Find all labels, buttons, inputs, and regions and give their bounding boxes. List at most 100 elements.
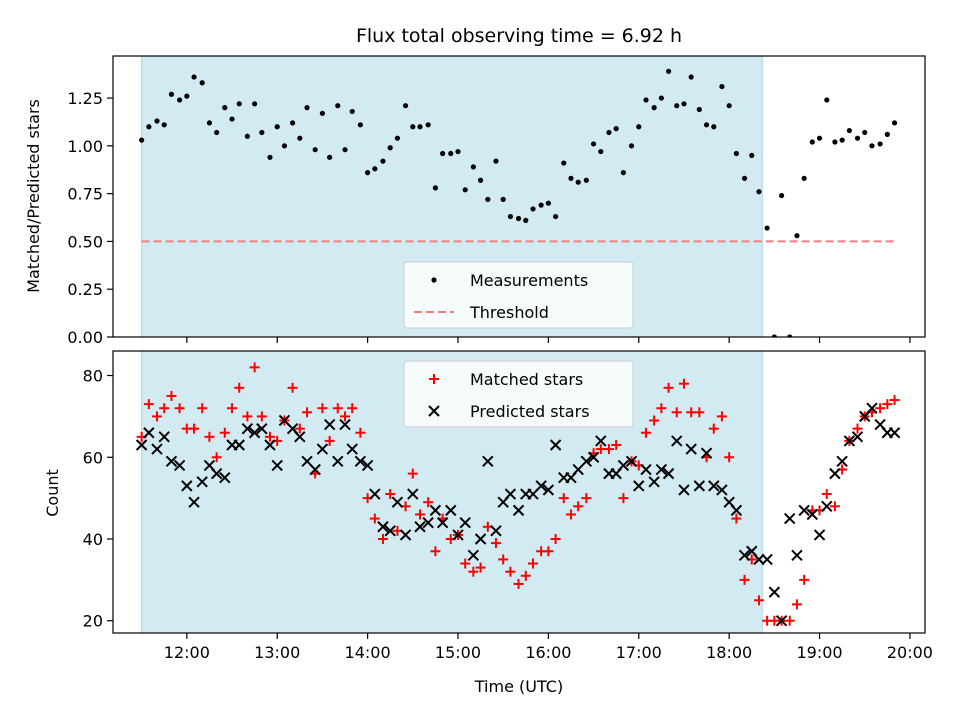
measurement-point <box>756 189 762 195</box>
matched-star-marker <box>347 403 358 414</box>
predicted-star-marker <box>210 467 223 480</box>
measurement-point <box>771 334 777 337</box>
matched-star-marker <box>287 382 298 393</box>
measurement-point <box>545 200 551 206</box>
measurement-point <box>891 120 898 126</box>
x-tick-label: 14:00 <box>345 643 391 662</box>
predicted-star-marker <box>384 525 396 537</box>
predicted-star-marker <box>700 447 713 459</box>
measurement-point <box>703 122 710 128</box>
y-tick-label: 80 <box>83 367 103 386</box>
matched-star-marker <box>573 501 584 512</box>
matched-star-marker <box>663 382 674 393</box>
measurement-point <box>628 143 635 149</box>
measurement-point <box>523 217 529 223</box>
predicted-star-marker <box>753 553 765 566</box>
measurement-point <box>719 83 725 90</box>
measurement-point <box>583 177 589 183</box>
measurement-point <box>530 206 536 212</box>
measurement-point <box>824 97 830 103</box>
matched-star-marker <box>821 489 832 500</box>
measurement-point <box>485 196 491 202</box>
predicted-star-marker <box>436 516 449 529</box>
matched-star-marker <box>678 378 689 389</box>
measurement-point <box>312 147 318 153</box>
measurement-point <box>681 101 687 107</box>
y-tick-label: 0.00 <box>67 328 103 347</box>
matched-star-marker <box>852 423 863 434</box>
predicted-star-marker <box>716 484 728 496</box>
measurement-point <box>161 122 167 128</box>
legend-label: Predicted stars <box>470 402 590 421</box>
measurement-point <box>794 233 800 239</box>
predicted-star-marker <box>617 459 630 472</box>
measurement-point <box>515 215 522 222</box>
matched-star-marker <box>543 546 554 557</box>
matched-star-marker <box>498 554 509 565</box>
measurement-point <box>816 135 823 141</box>
measurement-point <box>764 225 770 231</box>
measurement-point <box>425 122 431 128</box>
predicted-star-marker <box>482 455 494 468</box>
predicted-star-marker <box>173 459 186 472</box>
matched-star-marker <box>671 407 682 418</box>
y-tick-label: 60 <box>83 448 103 467</box>
measurement-point <box>613 126 619 132</box>
measurement-point <box>319 110 326 116</box>
predicted-star-marker <box>445 504 457 517</box>
measurement-point <box>327 154 333 160</box>
matched-star-marker <box>708 423 719 434</box>
matched-star-marker <box>204 431 215 442</box>
matched-star-marker <box>520 570 531 581</box>
matched-star-marker <box>875 403 886 414</box>
measurement-point <box>561 160 567 166</box>
measurement-point <box>598 148 604 155</box>
predicted-star-marker <box>829 467 841 480</box>
predicted-star-marker <box>407 488 419 500</box>
predicted-star-marker <box>866 402 878 414</box>
plot-layer: 0.00 0.25 0.50 0.75 1.00 1.25 Measurements Thre… <box>67 55 933 662</box>
measurement-point <box>448 150 454 157</box>
measurement-point <box>236 101 242 107</box>
predicted-star-marker <box>671 435 683 447</box>
measurement-point <box>387 145 393 151</box>
predicted-star-marker <box>784 512 796 525</box>
measurement-point <box>862 129 868 136</box>
measurement-point <box>267 154 273 160</box>
y-axis-label-bottom: Count <box>43 469 62 517</box>
predicted-star-marker <box>271 459 283 472</box>
matched-star-marker <box>550 534 561 544</box>
matched-star-marker <box>256 411 267 422</box>
predicted-star-marker <box>429 504 442 517</box>
matched-star-marker <box>490 538 501 549</box>
predicted-star-marker <box>633 480 645 492</box>
measurement-point <box>380 158 386 164</box>
legend-marker-plus <box>429 374 439 384</box>
predicted-star-marker <box>708 480 720 492</box>
measurement-point <box>884 131 890 137</box>
measurement-point <box>869 143 875 149</box>
matched-star-marker <box>731 513 742 524</box>
measurement-point <box>620 170 626 176</box>
matched-star-marker <box>415 509 426 520</box>
matched-star-marker <box>324 435 335 446</box>
predicted-star-marker <box>587 451 600 463</box>
measurement-point <box>877 141 883 147</box>
measurement-point <box>335 103 341 109</box>
measurement-point <box>665 68 672 74</box>
predicted-star-marker <box>474 533 487 545</box>
measurement-point <box>417 124 423 130</box>
measurement-point <box>787 334 793 337</box>
matched-star-marker <box>385 489 396 500</box>
y-tick-label: 20 <box>83 612 103 631</box>
measurement-point <box>636 124 642 130</box>
measurement-point <box>500 196 506 202</box>
predicted-star-marker <box>422 516 434 529</box>
measurement-point <box>252 101 258 107</box>
measurement-point <box>342 147 348 153</box>
predicted-star-marker <box>888 427 901 439</box>
matched-star-marker <box>558 493 569 504</box>
matched-star-marker <box>249 362 260 373</box>
predicted-star-marker <box>361 459 374 472</box>
measurement-point <box>846 127 852 134</box>
